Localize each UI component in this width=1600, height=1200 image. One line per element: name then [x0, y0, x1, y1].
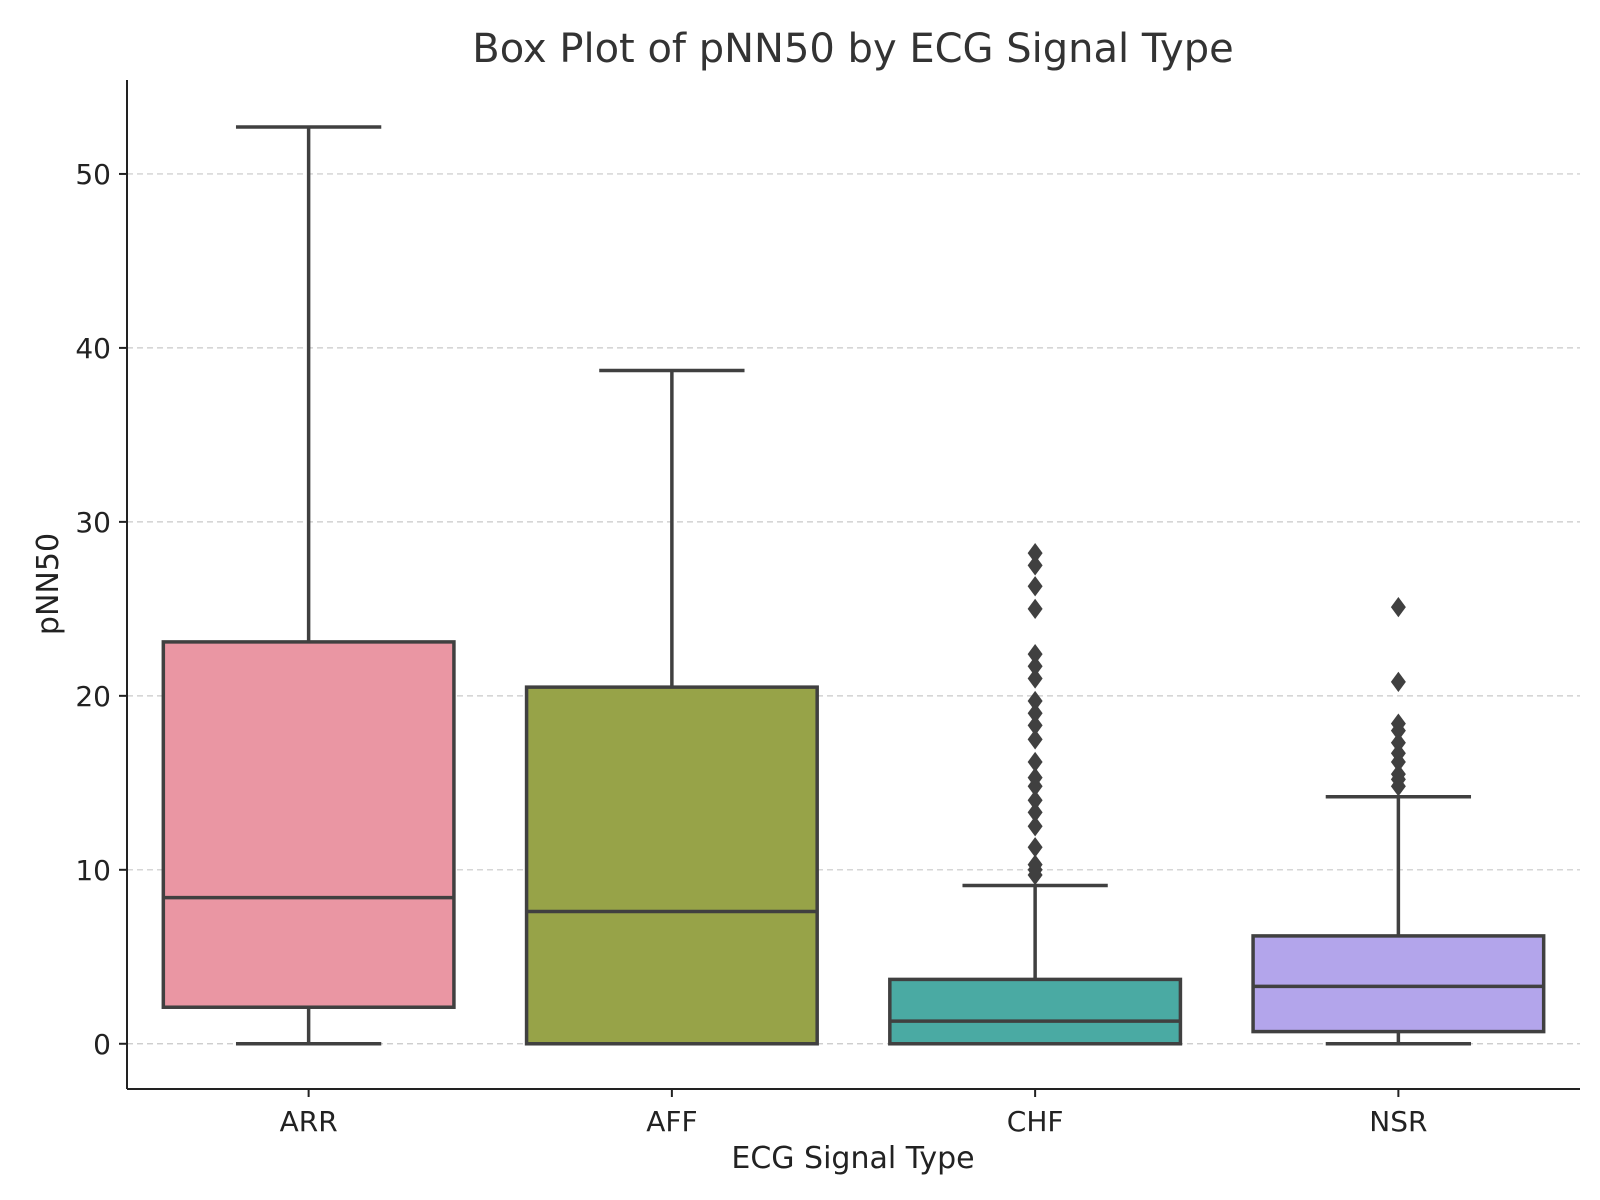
y-tick-label: 20 — [75, 680, 111, 713]
chart-title: Box Plot of pNN50 by ECG Signal Type — [472, 26, 1233, 72]
box-nsr — [1251, 934, 1546, 1034]
outlier-point-nsr — [1390, 732, 1406, 753]
outlier-point-chf — [1027, 668, 1043, 689]
x-tick-label-aff: AFF — [646, 1105, 697, 1138]
outlier-point-chf — [1027, 729, 1043, 750]
axes — [126, 80, 1580, 1090]
outlier-point-chf — [1027, 690, 1043, 712]
outlier-point-chf — [1027, 543, 1043, 564]
outlier-point-chf — [1027, 703, 1043, 724]
outlier-point-chf — [1027, 767, 1043, 788]
outlier-point-chf — [1027, 715, 1043, 736]
outlier-point-chf — [1027, 576, 1043, 597]
box-group-chf — [888, 543, 1183, 1046]
y-tick-label: 10 — [75, 854, 111, 887]
outlier-point-chf — [1027, 656, 1043, 677]
outlier-point-nsr — [1390, 671, 1406, 693]
outlier-point-nsr — [1390, 743, 1406, 764]
x-axis-label: ECG Signal Type — [731, 1141, 974, 1176]
outlier-point-nsr — [1390, 763, 1406, 785]
outlier-point-chf — [1027, 555, 1043, 576]
box-group-nsr — [1251, 596, 1546, 1046]
box-chf — [888, 977, 1183, 1046]
y-tick-label: 50 — [75, 158, 111, 191]
x-tick-label-arr: ARR — [280, 1105, 338, 1138]
outlier-point-chf — [1027, 643, 1043, 665]
outlier-point-chf — [1027, 802, 1043, 823]
outlier-point-chf — [1027, 790, 1043, 811]
box-group-arr — [161, 125, 456, 1046]
outlier-point-chf — [1027, 598, 1043, 619]
x-tick-label-nsr: NSR — [1369, 1105, 1427, 1138]
box-arr — [161, 640, 456, 1009]
outlier-point-chf — [1027, 751, 1043, 773]
box-series — [161, 125, 1546, 1046]
outlier-point-chf — [1027, 854, 1043, 875]
y-axis-label: pNN50 — [31, 533, 66, 635]
box-aff — [524, 685, 819, 1046]
y-tick-label: 40 — [75, 332, 111, 365]
outlier-point-chf — [1027, 816, 1043, 837]
outlier-point-nsr — [1390, 713, 1406, 734]
y-tick-label: 30 — [75, 506, 111, 539]
x-tick-label-chf: CHF — [1007, 1105, 1064, 1138]
y-tick-label: 0 — [93, 1028, 111, 1061]
outlier-point-nsr — [1390, 596, 1406, 618]
axis-ticks: 0 10 20 30 40 50 ARR AFF CHF NSR — [75, 158, 1427, 1138]
box-group-aff — [524, 368, 819, 1046]
outlier-point-chf — [1027, 837, 1043, 858]
